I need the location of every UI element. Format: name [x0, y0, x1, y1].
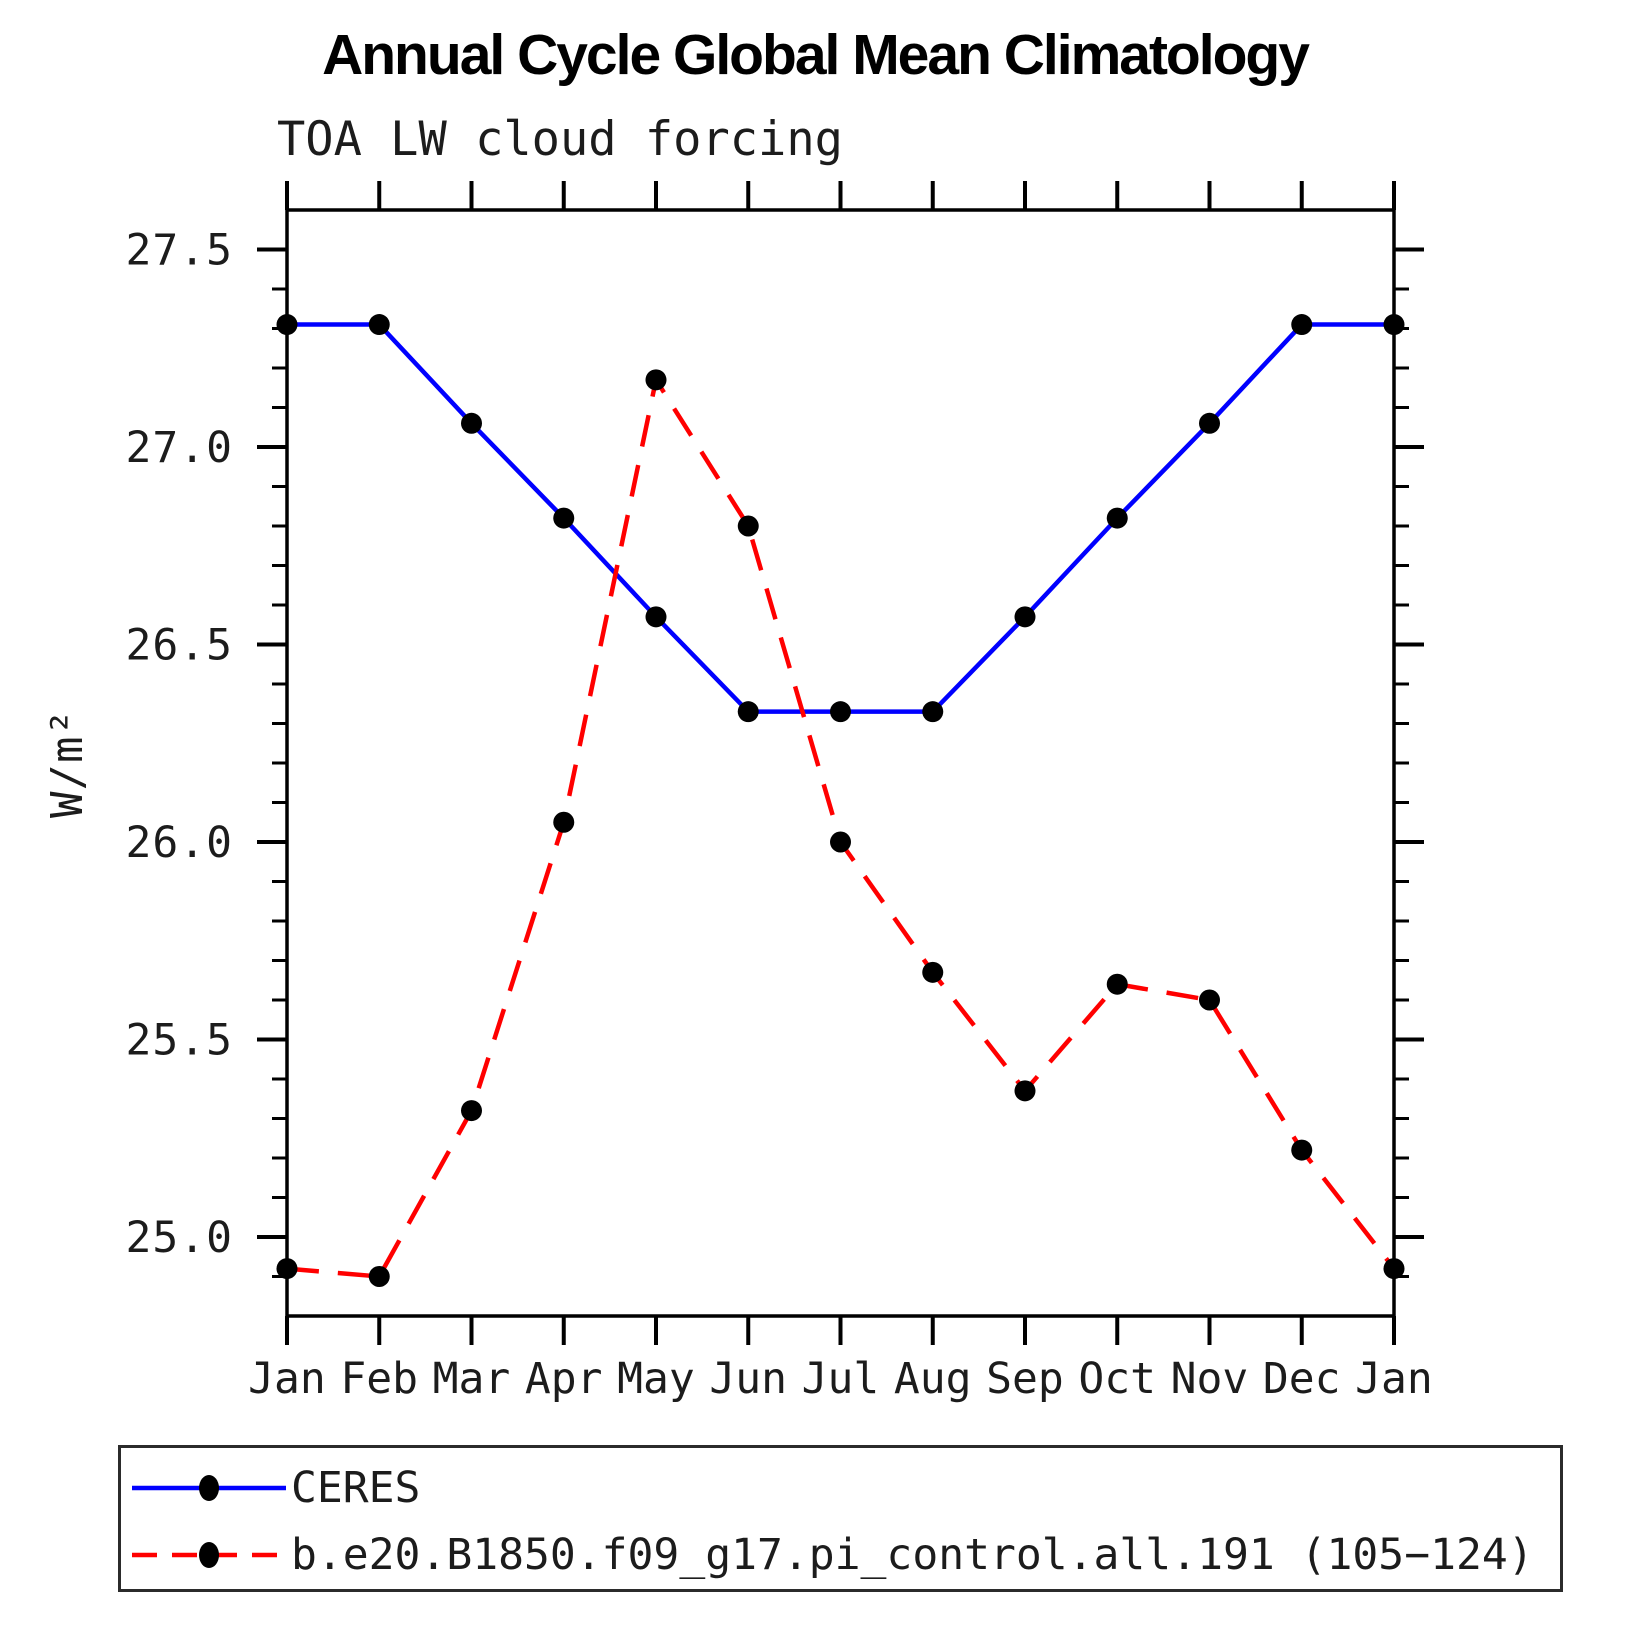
legend-item-ceres: CERES — [126, 1463, 421, 1513]
y-tick-label: 26.5 — [125, 621, 233, 671]
x-tick-label: Feb — [340, 1354, 418, 1404]
x-tick-label: Dec — [1263, 1354, 1341, 1404]
legend-swatch-ceres — [132, 1475, 286, 1501]
data-point — [645, 369, 667, 391]
data-point — [737, 515, 759, 537]
data-point — [830, 701, 851, 723]
legend-label-ceres: CERES — [291, 1463, 421, 1513]
y-tick-label: 27.0 — [125, 423, 233, 473]
data-point — [737, 701, 759, 723]
plot-frame — [285, 208, 1396, 1318]
x-tick-label: Jan — [248, 1354, 326, 1404]
data-point — [1106, 507, 1128, 529]
legend-swatch-model — [132, 1542, 286, 1568]
legend-item-model: b.e20.B1850.f09_g17.pi_control.all.191 (… — [126, 1530, 1534, 1580]
data-point — [553, 811, 575, 833]
legend-marker-dot-icon — [199, 1542, 219, 1568]
data-point — [1199, 989, 1220, 1011]
x-tick-label: Jul — [802, 1354, 880, 1404]
x-tick-label: Jun — [709, 1354, 787, 1404]
x-tick-label: Nov — [1171, 1354, 1249, 1404]
x-tick-label: Jan — [1355, 1354, 1433, 1404]
data-point — [553, 507, 575, 529]
data-point — [461, 1100, 482, 1122]
y-tick-label: 25.0 — [125, 1213, 233, 1263]
data-point — [1014, 1080, 1036, 1102]
data-point — [830, 831, 851, 853]
data-point — [1291, 1139, 1313, 1161]
y-tick-label: 27.5 — [125, 226, 233, 276]
legend-marker-dot-icon — [199, 1475, 219, 1501]
series-line-ceres — [287, 322, 1394, 714]
data-point — [922, 961, 944, 983]
data-point — [276, 314, 298, 336]
x-tick-label: May — [617, 1354, 695, 1404]
y-tick-label: 25.5 — [125, 1016, 233, 1066]
data-point — [276, 1258, 298, 1280]
series-line-model — [286, 373, 1396, 1279]
legend-label-model: b.e20.B1850.f09_g17.pi_control.all.191 (… — [291, 1530, 1534, 1580]
x-tick-label: Oct — [1078, 1354, 1156, 1404]
x-tick-label: Sep — [986, 1354, 1064, 1404]
data-point — [1291, 314, 1313, 336]
chart-title: Annual Cycle Global Mean Climatology — [322, 23, 1310, 87]
legend: CERES b.e20.B1850.f09_g17.pi_control.all… — [118, 1445, 1563, 1592]
data-point — [1383, 1258, 1405, 1280]
data-point — [368, 314, 390, 336]
chart-subtitle: TOA LW cloud forcing — [277, 112, 843, 167]
data-point — [645, 606, 667, 628]
x-tick-label: Mar — [433, 1354, 511, 1404]
data-point — [1106, 973, 1128, 995]
data-point — [922, 701, 944, 723]
data-point — [368, 1266, 390, 1287]
y-axis-title: W/m² — [42, 708, 93, 818]
data-point — [461, 412, 482, 434]
data-point — [1199, 412, 1220, 434]
x-tick-label: Apr — [525, 1354, 603, 1404]
data-point — [1014, 606, 1036, 628]
x-tick-label: Aug — [894, 1354, 972, 1404]
data-point — [1383, 314, 1405, 336]
y-tick-label: 26.0 — [125, 818, 233, 868]
